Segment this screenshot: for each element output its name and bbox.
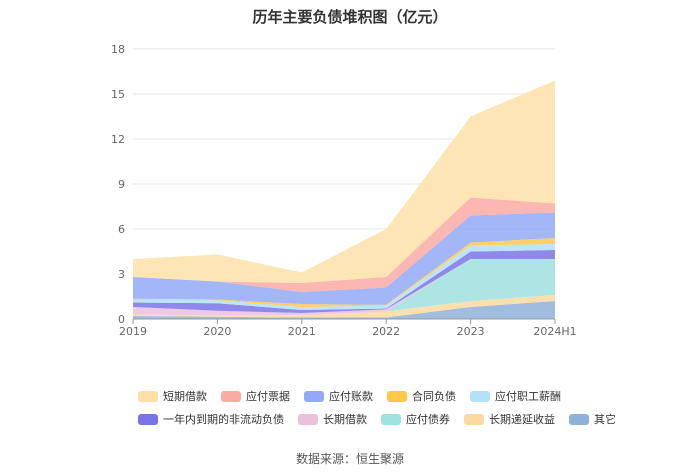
x-tick-label: 2019: [119, 325, 147, 338]
legend-label: 短期借款: [163, 390, 207, 403]
series-area: [133, 250, 555, 313]
legend-label: 应付职工薪酬: [495, 390, 561, 403]
legend-swatch: [298, 413, 318, 425]
legend-item[interactable]: 合同负债: [387, 388, 456, 404]
series-area: [133, 212, 555, 305]
chart-title: 历年主要负债堆积图（亿元）: [252, 8, 448, 26]
legend-swatch: [221, 390, 241, 402]
legend-label: 应付债券: [406, 413, 450, 426]
x-tick-label: 2024H1: [533, 325, 576, 338]
y-tick-label: 3: [118, 268, 125, 281]
y-tick-label: 18: [111, 43, 125, 56]
legend-swatch: [304, 390, 324, 402]
legend-label: 长期递延收益: [489, 413, 555, 426]
legend: 短期借款 应付票据 应付账款 合同负债 应付职工薪酬一年内到期的非流动负债 长期借款 应付债…: [138, 388, 618, 427]
y-tick-label: 9: [118, 178, 125, 191]
series-area: [133, 295, 555, 318]
legend-label: 其它: [594, 413, 616, 426]
legend-label: 长期借款: [323, 413, 367, 426]
y-tick-label: 15: [111, 88, 125, 101]
axis-layer: 0 3 6 9 12 15 18 2019 2020 2021 2022 2023 2024H1: [111, 43, 577, 338]
legend-item[interactable]: 应付职工薪酬: [470, 388, 561, 404]
legend-item[interactable]: 短期借款: [138, 388, 207, 404]
x-tick-label: 2020: [203, 325, 231, 338]
legend-swatch: [387, 390, 407, 402]
legend-item[interactable]: 一年内到期的非流动负债: [138, 411, 284, 427]
y-tick-label: 6: [118, 223, 125, 236]
legend-item[interactable]: 长期借款: [298, 411, 367, 427]
x-tick-label: 2022: [372, 325, 400, 338]
legend-swatch: [138, 390, 158, 402]
y-tick-label: 0: [118, 313, 125, 326]
legend-label: 应付账款: [329, 390, 373, 403]
series-area: [133, 197, 555, 292]
legend-item[interactable]: 应付票据: [221, 388, 290, 404]
legend-swatch: [470, 390, 490, 402]
series-area: [133, 80, 555, 283]
legend-swatch: [569, 413, 589, 425]
y-tick-label: 12: [111, 133, 125, 146]
series-area: [133, 244, 555, 310]
legend-item[interactable]: 应付账款: [304, 388, 373, 404]
legend-label: 一年内到期的非流动负债: [163, 413, 284, 426]
legend-swatch: [464, 413, 484, 425]
series-area: [133, 259, 555, 316]
legend-label: 合同负债: [412, 390, 456, 403]
legend-item[interactable]: 长期递延收益: [464, 411, 555, 427]
legend-swatch: [138, 413, 158, 425]
legend-swatch: [381, 413, 401, 425]
data-source: 数据来源：恒生聚源: [295, 452, 404, 466]
legend-label: 应付票据: [246, 390, 290, 403]
series-area: [133, 301, 555, 319]
x-tick-label: 2021: [288, 325, 316, 338]
x-tick-label: 2023: [457, 325, 485, 338]
legend-item[interactable]: 其它: [569, 411, 616, 427]
stacked-area-chart: 0 3 6 9 12 15 18 2019 2020 2021 2022 2023 2024H1: [111, 43, 577, 338]
legend-item[interactable]: 应付债券: [381, 411, 450, 427]
area-layer: [133, 80, 555, 319]
series-area: [133, 259, 555, 316]
